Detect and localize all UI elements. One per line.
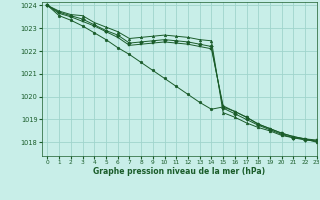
X-axis label: Graphe pression niveau de la mer (hPa): Graphe pression niveau de la mer (hPa) <box>93 167 265 176</box>
